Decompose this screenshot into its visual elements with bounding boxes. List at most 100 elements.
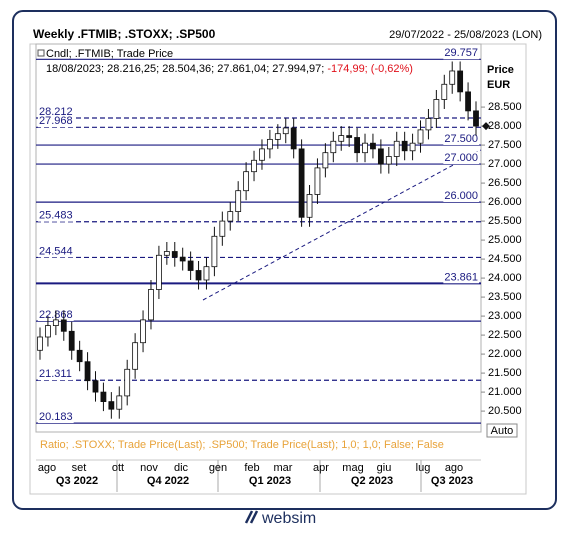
candle-body <box>235 190 242 212</box>
level-label: 20.183 <box>39 411 73 423</box>
candle-body <box>314 167 321 195</box>
candle-body <box>417 129 424 144</box>
y-axis: 20.500 21.000 21.500 22.000 22.500 23.000 23.5… <box>481 101 522 417</box>
level-label: 21.311 <box>39 368 72 380</box>
level-label: 27.000 <box>444 152 478 164</box>
y-tick-label: 26.500 <box>488 177 522 189</box>
candle-body <box>385 156 392 165</box>
candle-body <box>68 330 75 351</box>
level-label: 25.483 <box>39 210 73 222</box>
candle-body <box>338 135 345 142</box>
x-tick-label: mag <box>342 462 363 474</box>
level-label-bg <box>38 368 73 381</box>
level-label-bg <box>443 271 479 284</box>
candle-body <box>124 368 131 397</box>
level-label: 29.757 <box>444 47 478 59</box>
x-tick-label: nov <box>140 462 158 474</box>
candle-body <box>433 99 440 119</box>
candle-body <box>393 140 400 157</box>
legend-ohlc: 18/08/2023; 28.216,25; 28.504,36; 27.861… <box>46 63 324 75</box>
candle-body <box>449 70 456 85</box>
level-label: 27.500 <box>444 133 478 145</box>
candle-body <box>76 349 83 363</box>
price-marker <box>482 122 490 131</box>
candle-body <box>290 127 297 150</box>
y-tick-label: 28.500 <box>488 101 522 113</box>
y-tick-label: 24.500 <box>488 253 522 265</box>
candle-body <box>354 137 360 154</box>
level-label-bg <box>443 47 479 60</box>
y-tick-label: 23.000 <box>488 310 522 322</box>
candle-body <box>132 342 139 370</box>
quarter-label: Q4 2022 <box>147 475 189 487</box>
x-tick-label: set <box>72 462 87 474</box>
candle-body <box>346 135 353 138</box>
level-label-bg <box>443 151 479 164</box>
candle-body <box>37 336 43 351</box>
y-tick-label: 28.000 <box>488 120 522 132</box>
candle-body <box>219 220 226 237</box>
candle-body <box>116 395 123 410</box>
level-label: 24.544 <box>39 245 73 257</box>
level-label: 23.861 <box>444 271 478 283</box>
candle-body <box>195 270 202 281</box>
x-tick-label: giu <box>377 462 392 474</box>
ratio-legend: Ratio; .STOXX; Trade Price(Last); .SP500… <box>40 439 444 451</box>
level-label-bg <box>443 132 479 145</box>
x-tick-label: ago <box>38 462 56 474</box>
level-label-bg <box>38 115 74 128</box>
candle-body <box>52 319 59 326</box>
brand-bg <box>238 510 330 528</box>
y-tick-label: 25.500 <box>488 215 522 227</box>
candle-body <box>259 148 265 161</box>
legend-icon <box>37 49 45 57</box>
auto-button[interactable] <box>486 423 518 438</box>
x-tick-label: ott <box>112 462 124 474</box>
candle-body <box>140 319 146 344</box>
candle-body <box>171 251 178 258</box>
candle-body <box>441 83 448 100</box>
legend-name: Cndl; .FTMIB; Trade Price <box>46 48 173 60</box>
x-tick-label: apr <box>313 462 329 474</box>
candle-body <box>92 380 99 393</box>
candle-body <box>45 325 51 338</box>
quarter-label: Q3 2023 <box>431 475 473 487</box>
candle-body <box>266 138 273 150</box>
plot-area <box>35 43 482 433</box>
y-tick-label: 27.000 <box>488 158 522 170</box>
candle-body <box>163 251 170 256</box>
y-tick-label: 22.500 <box>488 329 522 341</box>
x-axis: ago set ott nov dic gen feb mar apr mag giu lug agoQ… <box>38 462 473 487</box>
candle-body <box>306 194 313 218</box>
y-tick-label: 24.000 <box>488 272 522 284</box>
y-tick-label: 26.000 <box>488 196 522 208</box>
level-label: 26.000 <box>444 190 478 202</box>
candle-body <box>322 152 329 169</box>
candle-body <box>100 391 107 402</box>
level-label: 27.968 <box>39 115 73 127</box>
candle-body <box>330 140 337 154</box>
auto-button-label[interactable]: Auto <box>491 425 514 437</box>
candle-body <box>473 110 479 127</box>
legend-values: 18/08/2023; 28.216,25; 28.504,36; 27.861… <box>46 63 413 75</box>
candle-body <box>370 142 376 150</box>
y-tick-label: 25.000 <box>488 234 522 246</box>
candle-body <box>465 91 471 112</box>
y-tick-label: 27.500 <box>488 139 522 151</box>
candle-body <box>227 211 234 222</box>
axis-label: Price <box>487 64 514 76</box>
y-tick-label: 21.500 <box>488 367 522 379</box>
candle-body <box>377 148 384 165</box>
y-tick-label: 22.000 <box>488 348 522 360</box>
legend-change: -174,99; (-0,62%) <box>327 63 413 75</box>
candle-body <box>457 70 464 93</box>
candle-body <box>203 266 210 281</box>
candle-body <box>251 159 257 173</box>
x-tick-label: lug <box>416 462 431 474</box>
trend-line <box>202 149 482 301</box>
x-tick-label: feb <box>244 462 259 474</box>
brand-logo <box>244 510 259 524</box>
candle-body <box>211 235 218 268</box>
